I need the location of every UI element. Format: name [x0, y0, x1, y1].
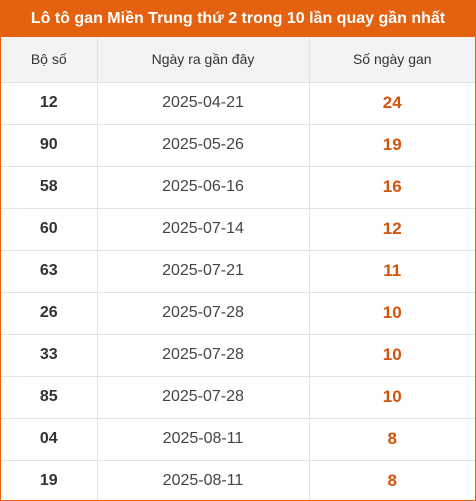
- cell-number: 60: [1, 208, 97, 251]
- table-row: 33 2025-07-28 10: [1, 334, 475, 377]
- cell-last-date: 2025-04-21: [96, 82, 309, 125]
- cell-gan-days: 11: [308, 250, 475, 293]
- cell-last-date: 2025-08-11: [96, 460, 309, 500]
- cell-last-date: 2025-07-28: [96, 334, 309, 377]
- table-row: 90 2025-05-26 19: [1, 124, 475, 167]
- cell-gan-days: 12: [308, 208, 475, 251]
- cell-last-date: 2025-07-14: [96, 208, 309, 251]
- cell-last-date: 2025-07-28: [96, 292, 309, 335]
- table-row: 04 2025-08-11 8: [1, 418, 475, 461]
- cell-last-date: 2025-05-26: [96, 124, 309, 167]
- cell-number: 26: [1, 292, 97, 335]
- table-row: 58 2025-06-16 16: [1, 166, 475, 209]
- table-row: 85 2025-07-28 10: [1, 376, 475, 419]
- cell-number: 04: [1, 418, 97, 461]
- cell-gan-days: 8: [308, 460, 475, 500]
- cell-gan-days: 10: [308, 292, 475, 335]
- cell-last-date: 2025-07-21: [96, 250, 309, 293]
- table-row: 63 2025-07-21 11: [1, 250, 475, 293]
- panel-title: Lô tô gan Miền Trung thứ 2 trong 10 lần …: [1, 1, 475, 37]
- cell-number: 33: [1, 334, 97, 377]
- header-gan-days: Số ngày gan: [308, 37, 475, 83]
- cell-gan-days: 8: [308, 418, 475, 461]
- cell-last-date: 2025-06-16: [96, 166, 309, 209]
- cell-gan-days: 10: [308, 376, 475, 419]
- loto-gan-table: Bộ số Ngày ra gần đây Số ngày gan 12 202…: [1, 37, 475, 500]
- cell-last-date: 2025-08-11: [96, 418, 309, 461]
- cell-number: 90: [1, 124, 97, 167]
- cell-gan-days: 16: [308, 166, 475, 209]
- table-row: 12 2025-04-21 24: [1, 82, 475, 125]
- table-header-row: Bộ số Ngày ra gần đây Số ngày gan: [1, 37, 475, 83]
- cell-last-date: 2025-07-28: [96, 376, 309, 419]
- cell-number: 85: [1, 376, 97, 419]
- cell-gan-days: 10: [308, 334, 475, 377]
- table-row: 19 2025-08-11 8: [1, 460, 475, 500]
- cell-gan-days: 24: [308, 82, 475, 125]
- cell-number: 19: [39, 472, 58, 490]
- cell-number: 12: [1, 82, 97, 125]
- header-number: Bộ số: [1, 37, 97, 83]
- cell-number: 63: [1, 250, 97, 293]
- table-row: 26 2025-07-28 10: [1, 292, 475, 335]
- cell-gan-days: 19: [308, 124, 475, 167]
- cell-number: 58: [1, 166, 97, 209]
- header-last-date: Ngày ra gần đây: [96, 37, 309, 83]
- table-row: 60 2025-07-14 12: [1, 208, 475, 251]
